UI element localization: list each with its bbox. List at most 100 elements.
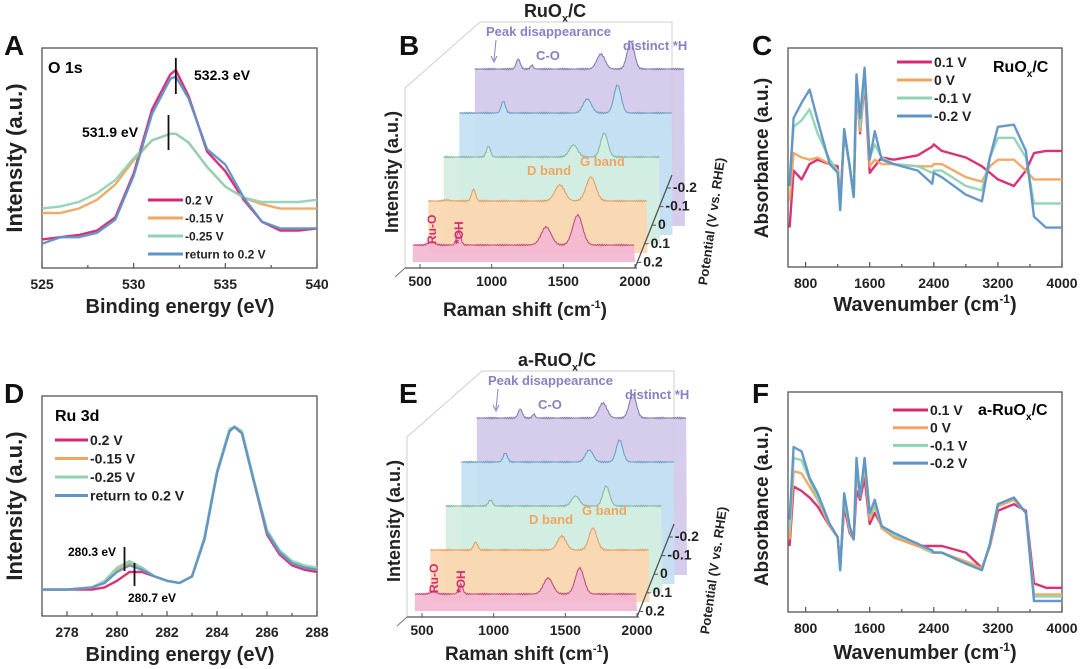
potential-tick-label: 0.1 [653,584,673,600]
panel-letter-b: B [399,30,419,61]
legend-label: return to 0.2 V [90,488,185,504]
x-tick-label: 282 [155,624,179,640]
peak-disappearance-label: Peak disappearance [488,373,613,388]
legend-label: 0.1 V [930,402,963,418]
x-axis-title-e: Raman shift (cm-1) [445,643,609,665]
legend-label: 0 V [934,72,956,88]
x-axis-title-b-sup: -1 [591,299,601,311]
series-line-f-3 [788,445,1062,603]
panel-letter-e: E [399,378,418,409]
raman-panel-b: RuOx/C Intensity (a.u.) Raman shift (cm-… [382,1,728,321]
legend-label: return to 0.2 V [185,247,266,261]
g-band-label: G band [582,503,627,518]
panel-letter-d: D [4,378,24,409]
x-axis-title-f-sup: -1 [999,640,1010,654]
arrow-down-icon [492,388,500,413]
legend-d: 0.2 V -0.15 V -0.25 V return to 0.2 V [55,432,185,504]
legend-label: 0 V [930,420,952,436]
panel-title-e: a-RuOx/C [518,350,596,374]
waterfall-line-0.1 [429,527,649,552]
x-axis-title-e-sup: -1 [593,643,603,655]
panel-title-e-main: a-RuO [518,350,572,370]
x-tick-label: 500 [408,273,432,289]
legend-label: -0.15 V [90,451,136,467]
waterfall-line-0.2 [414,566,637,596]
chart-f: 800 1600 2400 3200 4000 0.1 V 0 V-0.1 V -0.2 V a… [787,391,1078,636]
y-axis-title-f: Absorbance (a.u.) [752,426,773,586]
sample-label-sub: x [1026,412,1032,423]
sample-label-rest: /C [1032,59,1048,76]
peak-annotation: 280.3 eV [68,545,116,559]
series-line-c-0 [788,79,1062,228]
legend-label: -0.15 V [185,211,224,225]
x-tick-label: 1000 [476,273,507,289]
z-axis-title-b: Potential (V vs. RHE) [695,157,728,286]
line-plots: 525 530 535 540 0.2 V -0.15 V -0.25 V return to… [30,47,1078,640]
plot-frame-d [41,395,318,617]
potential-axis-line [636,523,675,618]
x-tick-label: 4000 [1046,275,1077,291]
peak-annotation: 531.9 eV [82,124,139,140]
x-axis-title-f-main: Wavenumber (cm [833,642,999,664]
potential-tick-label: 0 [660,565,668,581]
panel-letter-c: C [752,30,772,61]
x-axis-title-c-sup: -1 [999,292,1010,306]
x-tick-label: 2000 [621,622,652,638]
legend-label: 0.1 V [934,54,967,70]
ru-o-label: Ru-O [427,564,441,593]
x-tick-label: 1500 [548,273,579,289]
x-axis-title-c: Wavenumber (cm-1) [833,292,1016,316]
y-axis-title-a: Intensity (a.u.) [2,83,27,232]
legend-label: 0.2 V [90,432,123,448]
potential-axis-line [634,174,673,269]
x-axis-title-e-rest: ) [603,644,609,665]
legend-label: -0.2 V [934,108,972,124]
legend-label: -0.25 V [185,229,224,243]
waterfall-fill-0.1 [428,177,648,253]
waterfall-line--0.2 [474,40,685,71]
x-axis-title-b-main: Raman shift (cm [443,300,591,321]
panel-letter-a: A [4,30,24,61]
x-tick-label: 278 [55,624,79,640]
x-axis-title-c-rest: ) [1010,294,1017,316]
panel-title-b-rest: /C [568,1,586,21]
potential-tick-label: 0 [658,216,666,232]
x-tick-label: 286 [255,624,279,640]
x-tick-label: 800 [794,620,818,636]
x-axis-title-f: Wavenumber (cm-1) [833,640,1016,664]
panel-title-e-rest: /C [578,350,596,370]
x-tick-label: 525 [30,276,54,292]
g-band-label: G band [580,154,625,169]
x-axis-edge [394,267,406,278]
x-tick-label: 2000 [619,273,650,289]
x-axis-title-f-rest: ) [1010,642,1017,664]
plot-frame-f [787,391,1063,613]
legend-label: -0.1 V [930,437,968,453]
x-tick-label: 288 [305,624,329,640]
arrow-down-icon [490,39,498,64]
waterfall-line--0.1 [461,439,674,464]
waterfall-line--0.1 [459,84,672,115]
panel-letter-f: F [752,378,769,409]
x-tick-label: 540 [305,276,329,292]
x-tick-label: 3200 [982,275,1013,291]
x-tick-label: 530 [122,276,146,292]
series-line-f-0 [788,476,1062,589]
panel-title-b-main: RuO [524,1,562,21]
legend-label: -0.2 V [930,455,968,471]
y-axis-title-b: Intensity (a.u.) [382,111,402,233]
potential-tick-label: -0.2 [675,528,699,544]
chart-a: 525 530 535 540 0.2 V -0.15 V -0.25 V return to… [30,47,329,292]
sample-label-rest: /C [1032,402,1048,419]
waterfall-line-0.2 [412,213,635,247]
panel-title-e-sub: x [572,362,579,374]
series-line-a-2 [41,132,318,210]
x-tick-label: 1600 [854,620,885,636]
waterfall-line-0 [445,485,662,508]
peak-annotation: 532.3 eV [194,67,251,83]
series-line-a-0 [41,68,318,241]
distinct-h-label: distinct *H [623,38,687,53]
raman-panel-e: a-RuOx/C Intensity (a.u.) Raman shift (c… [384,350,730,665]
x-axis-title-e-main: Raman shift (cm [445,644,593,665]
